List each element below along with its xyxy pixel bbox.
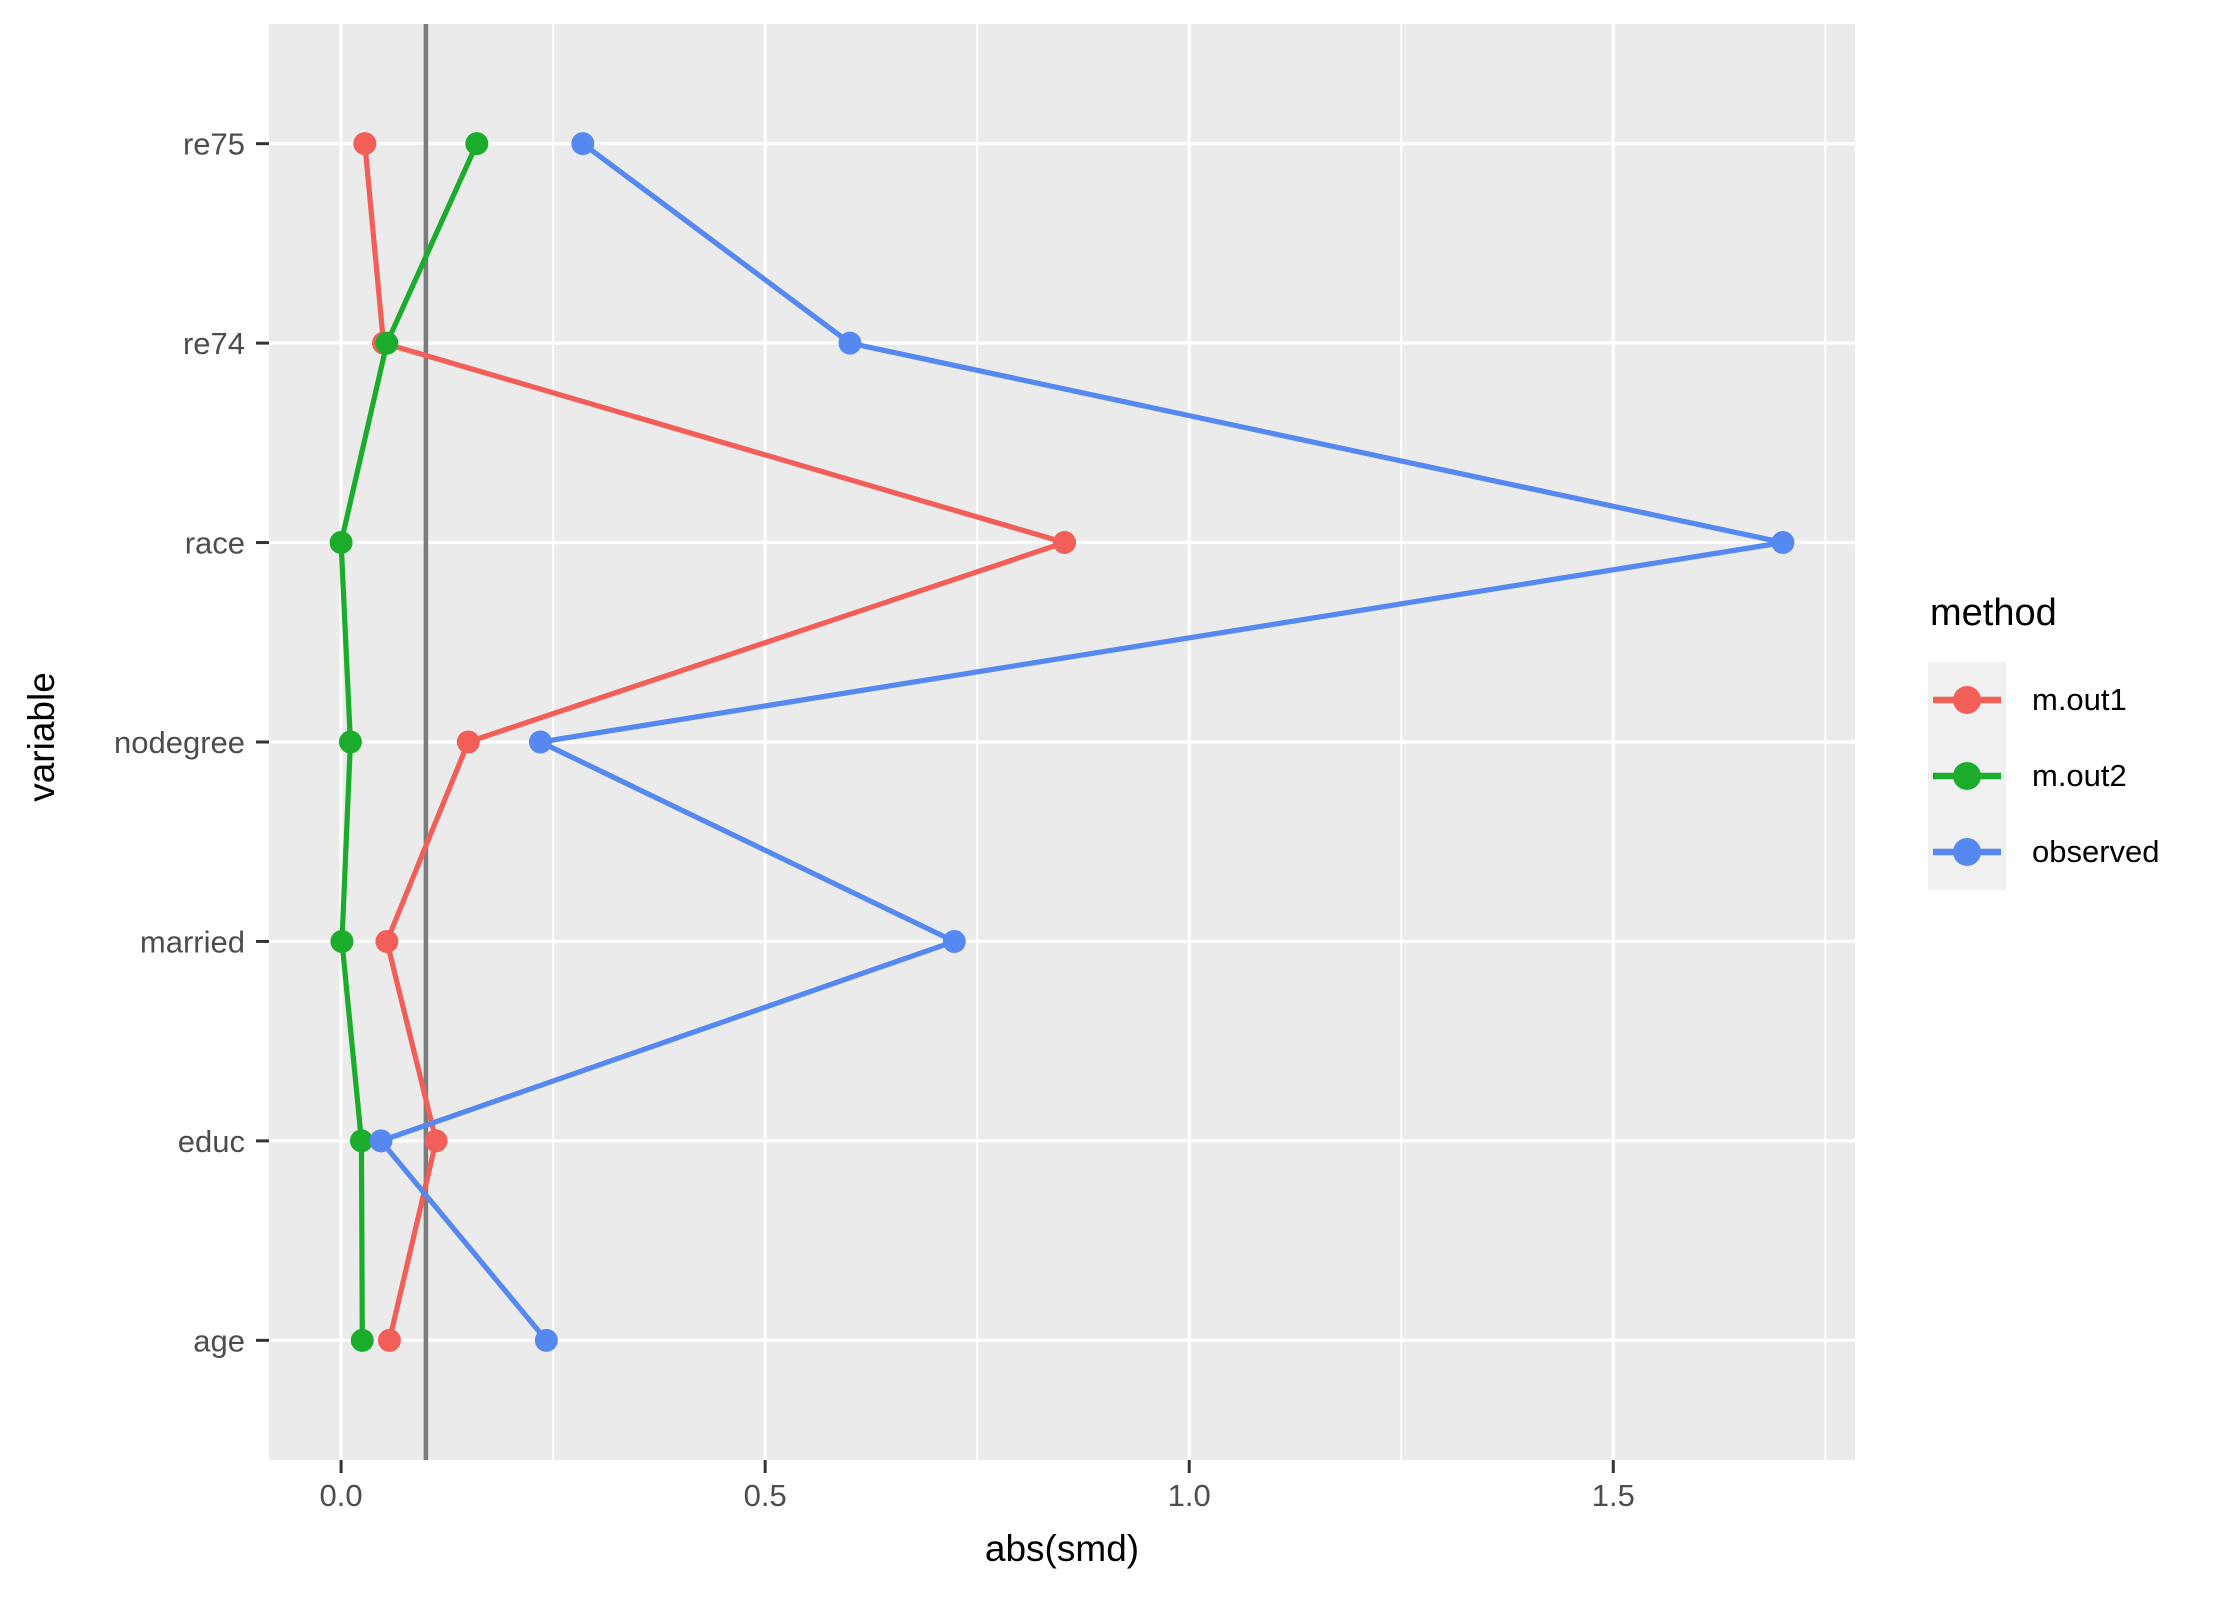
data-point-observed [942, 929, 966, 953]
data-point-observed [528, 730, 552, 754]
y-tick-label: married [140, 924, 245, 959]
y-tick-label: educ [178, 1124, 245, 1159]
data-point-observed [534, 1328, 558, 1352]
data-point-m.out2 [338, 730, 362, 754]
legend-key-point-observed [1953, 838, 1981, 866]
x-tick-label: 0.5 [744, 1478, 787, 1513]
legend-label-mout1: m.out1 [2032, 682, 2127, 717]
data-point-m.out1 [375, 929, 399, 953]
legend-key-point-m.out1 [1953, 686, 1981, 714]
x-tick-label: 1.5 [1592, 1478, 1635, 1513]
data-point-m.out2 [375, 331, 399, 355]
legend-label-mout2: m.out2 [2032, 758, 2127, 793]
data-point-m.out1 [1053, 531, 1077, 555]
data-point-observed [838, 331, 862, 355]
x-tick-label: 0.0 [320, 1478, 363, 1513]
data-point-m.out2 [350, 1328, 374, 1352]
legend-key-point-m.out2 [1953, 762, 1981, 790]
data-point-m.out2 [349, 1129, 373, 1153]
legend-label-observed: observed [2032, 834, 2160, 869]
data-point-m.out1 [456, 730, 480, 754]
y-axis-title: variable [21, 672, 62, 802]
data-point-m.out2 [329, 531, 353, 555]
data-point-m.out2 [330, 929, 354, 953]
data-point-m.out2 [465, 132, 489, 156]
data-point-observed [369, 1129, 393, 1153]
y-tick-label: race [185, 526, 245, 561]
data-point-observed [1771, 531, 1795, 555]
data-point-m.out1 [377, 1328, 401, 1352]
x-axis-title: abs(smd) [984, 1528, 1140, 1569]
data-point-m.out1 [353, 132, 377, 156]
data-point-m.out1 [424, 1129, 448, 1153]
y-tick-label: age [193, 1323, 245, 1358]
y-tick-label: re74 [183, 326, 245, 361]
y-tick-label: re75 [183, 127, 245, 162]
data-point-observed [571, 132, 595, 156]
x-tick-label: 1.0 [1168, 1478, 1211, 1513]
legend-title: method [1930, 592, 2057, 634]
y-tick-label: nodegree [114, 725, 245, 760]
